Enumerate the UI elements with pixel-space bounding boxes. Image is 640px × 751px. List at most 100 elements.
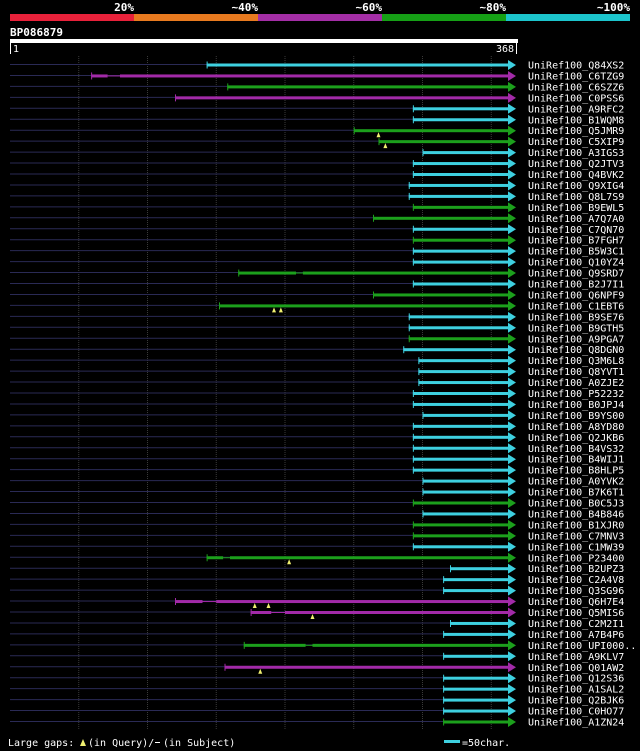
hit-label[interactable]: UniRef100_A7B4P6 — [528, 630, 624, 641]
hit-label[interactable]: UniRef100_Q2BJK6 — [528, 696, 624, 707]
hit-row[interactable]: UniRef100_Q4BVK2 — [10, 169, 624, 182]
hit-row[interactable]: UniRef100_A1ZN24 — [10, 717, 624, 729]
hit-row[interactable]: UniRef100_C0HO77 — [10, 706, 624, 718]
hit-row[interactable]: UniRef100_Q3M6L8 — [10, 355, 624, 368]
hit-row[interactable]: UniRef100_B0C5J3 — [10, 498, 624, 510]
hit-row[interactable]: UniRef100_A9KLV7 — [10, 651, 624, 663]
hit-label[interactable]: UniRef100_B8HLP5 — [528, 466, 624, 477]
hit-row[interactable]: UniRef100_C6SZZ6 — [10, 81, 624, 94]
hit-label[interactable]: UniRef100_C0PSS6 — [528, 93, 624, 104]
hit-label[interactable]: UniRef100_C5XIP9 — [528, 137, 624, 148]
hit-label[interactable]: UniRef100_Q8YVT1 — [528, 367, 624, 378]
hit-label[interactable]: UniRef100_C1MW39 — [528, 542, 624, 553]
hit-row[interactable]: UniRef100_Q6NPF9 — [10, 289, 624, 302]
hit-row[interactable]: UniRef100_Q8YVT1 — [10, 366, 624, 379]
hit-label[interactable]: UniRef100_P23400 — [528, 553, 624, 564]
hit-label[interactable]: UniRef100_A1SAL2 — [528, 685, 624, 696]
hit-row[interactable]: UniRef100_B2J7I1 — [10, 279, 624, 291]
hit-row[interactable]: UniRef100_C2M2I1 — [10, 618, 624, 630]
hit-row[interactable]: UniRef100_Q84XS2 — [10, 60, 624, 72]
hit-label[interactable]: UniRef100_C7QN70 — [528, 225, 624, 236]
hit-row[interactable]: UniRef100_B8HLP5 — [10, 465, 624, 477]
hit-label[interactable]: UniRef100_B4VS32 — [528, 444, 624, 455]
hit-label[interactable]: UniRef100_A9RFC2 — [528, 104, 624, 115]
hit-label[interactable]: UniRef100_Q01AW2 — [528, 663, 624, 674]
hit-row[interactable]: UniRef100_B4WIJ1 — [10, 454, 624, 466]
hit-row[interactable]: UniRef100_UPI000.. — [10, 640, 636, 652]
hit-label[interactable]: UniRef100_A7Q7A0 — [528, 214, 624, 225]
hit-row[interactable]: UniRef100_C0PSS6 — [10, 92, 624, 105]
hit-row[interactable]: UniRef100_B4VS32 — [10, 443, 624, 455]
hit-row[interactable]: UniRef100_A8YD80 — [10, 421, 624, 433]
hit-label[interactable]: UniRef100_A0YVK2 — [528, 477, 624, 488]
hit-label[interactable]: UniRef100_B0JPJ4 — [528, 400, 624, 411]
hit-label[interactable]: UniRef100_Q6NPF9 — [528, 290, 624, 301]
hit-row[interactable]: UniRef100_Q2JKB6 — [10, 432, 624, 444]
hit-row[interactable]: UniRef100_B1WQM8 — [10, 114, 624, 127]
hit-label[interactable]: UniRef100_UPI000.. — [528, 641, 636, 652]
hit-label[interactable]: UniRef100_Q10YZ4 — [528, 258, 624, 269]
hit-row[interactable]: UniRef100_Q2BJK6 — [10, 695, 624, 707]
hit-label[interactable]: UniRef100_Q5JMR9 — [528, 126, 624, 137]
hit-row[interactable]: UniRef100_Q6H7E4 — [10, 596, 624, 609]
hit-row[interactable]: UniRef100_P23400 — [10, 552, 624, 565]
hit-label[interactable]: UniRef100_C2M2I1 — [528, 619, 624, 630]
hit-row[interactable]: UniRef100_B0JPJ4 — [10, 399, 624, 411]
hit-label[interactable]: UniRef100_Q8L7S9 — [528, 192, 624, 203]
hit-row[interactable]: UniRef100_B7K6T1 — [10, 487, 624, 499]
hit-label[interactable]: UniRef100_Q5MIS6 — [528, 608, 624, 619]
hit-label[interactable]: UniRef100_C7MNV3 — [528, 531, 624, 542]
hit-label[interactable]: UniRef100_Q12S36 — [528, 674, 624, 685]
hit-label[interactable]: UniRef100_B9YS00 — [528, 411, 624, 422]
hit-row[interactable]: UniRef100_B9EWL5 — [10, 202, 624, 214]
hit-label[interactable]: UniRef100_B2J7I1 — [528, 280, 624, 291]
hit-row[interactable]: UniRef100_A1SAL2 — [10, 684, 624, 696]
hit-row[interactable]: UniRef100_Q5MIS6 — [10, 607, 624, 620]
hit-label[interactable]: UniRef100_C6TZG9 — [528, 71, 624, 82]
hit-row[interactable]: UniRef100_A9PGA7 — [10, 333, 624, 346]
hit-label[interactable]: UniRef100_B5W3C1 — [528, 247, 624, 258]
hit-label[interactable]: UniRef100_C2A4V8 — [528, 575, 624, 586]
hit-row[interactable]: UniRef100_A9RFC2 — [10, 103, 624, 116]
hit-row[interactable]: UniRef100_P52232 — [10, 388, 624, 401]
hit-label[interactable]: UniRef100_A1ZN24 — [528, 718, 624, 729]
hit-row[interactable]: UniRef100_Q01AW2 — [10, 662, 624, 674]
hit-row[interactable]: UniRef100_B4B846 — [10, 508, 624, 521]
hit-label[interactable]: UniRef100_B1XJR0 — [528, 520, 624, 531]
hit-row[interactable]: UniRef100_A0YVK2 — [10, 476, 624, 488]
hit-row[interactable]: UniRef100_B9YS00 — [10, 410, 624, 422]
hit-row[interactable]: UniRef100_B7FGH7 — [10, 235, 624, 247]
hit-label[interactable]: UniRef100_A9PGA7 — [528, 334, 624, 345]
hit-label[interactable]: UniRef100_B9SE76 — [528, 312, 624, 323]
hit-label[interactable]: UniRef100_B7K6T1 — [528, 488, 624, 499]
hit-row[interactable]: UniRef100_Q9XIG4 — [10, 180, 624, 192]
hit-label[interactable]: UniRef100_B4B846 — [528, 509, 624, 520]
hit-row[interactable]: UniRef100_B9GTH5 — [10, 322, 624, 335]
hit-label[interactable]: UniRef100_Q9XIG4 — [528, 181, 624, 192]
hit-label[interactable]: UniRef100_Q2JKB6 — [528, 433, 624, 444]
hit-label[interactable]: UniRef100_C6SZZ6 — [528, 82, 624, 93]
hit-label[interactable]: UniRef100_Q4BVK2 — [528, 170, 624, 181]
hit-row[interactable]: UniRef100_A0ZJE2 — [10, 377, 624, 390]
hit-row[interactable]: UniRef100_C1EBT6 — [10, 300, 624, 313]
hit-row[interactable]: UniRef100_Q3SG96 — [10, 585, 624, 598]
hit-row[interactable]: UniRef100_C6TZG9 — [10, 70, 624, 83]
hit-label[interactable]: UniRef100_B9EWL5 — [528, 203, 624, 214]
hit-label[interactable]: UniRef100_Q84XS2 — [528, 61, 624, 72]
hit-label[interactable]: UniRef100_Q2JTV3 — [528, 159, 624, 170]
hit-label[interactable]: UniRef100_Q8DGN0 — [528, 345, 624, 356]
hit-row[interactable]: UniRef100_Q9SRD7 — [10, 268, 624, 280]
hit-label[interactable]: UniRef100_Q6H7E4 — [528, 597, 624, 608]
hit-row[interactable]: UniRef100_C7MNV3 — [10, 530, 624, 543]
hit-label[interactable]: UniRef100_Q3SG96 — [528, 586, 624, 597]
hit-label[interactable]: UniRef100_A3IGS3 — [528, 148, 624, 159]
hit-label[interactable]: UniRef100_A0ZJE2 — [528, 378, 624, 389]
hit-row[interactable]: UniRef100_B9SE76 — [10, 311, 624, 324]
hit-row[interactable]: UniRef100_Q8L7S9 — [10, 191, 624, 203]
hit-label[interactable]: UniRef100_B7FGH7 — [528, 236, 624, 247]
hit-row[interactable]: UniRef100_B5W3C1 — [10, 246, 624, 258]
hit-label[interactable]: UniRef100_P52232 — [528, 389, 624, 400]
hit-row[interactable]: UniRef100_Q10YZ4 — [10, 257, 624, 269]
hit-label[interactable]: UniRef100_C0HO77 — [528, 707, 624, 718]
hit-row[interactable]: UniRef100_C1MW39 — [10, 541, 624, 554]
